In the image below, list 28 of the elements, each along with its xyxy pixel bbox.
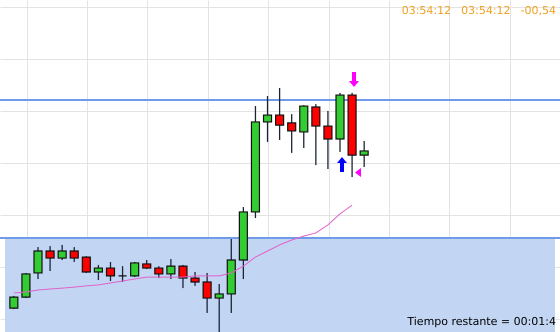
text: -00,54 bbox=[520, 4, 556, 17]
candlestick bbox=[9, 295, 18, 310]
candlestick bbox=[142, 259, 152, 270]
candlestick bbox=[21, 272, 31, 299]
candlestick bbox=[154, 265, 164, 279]
candlestick bbox=[106, 261, 116, 282]
candlestick bbox=[262, 95, 272, 143]
candlestick bbox=[166, 258, 176, 280]
candlestick bbox=[275, 87, 284, 141]
candlestick bbox=[178, 264, 188, 289]
candlestick bbox=[190, 271, 200, 287]
candlestick bbox=[311, 103, 320, 166]
candlestick bbox=[130, 261, 140, 278]
text: 03:54:12 bbox=[402, 4, 452, 17]
candlestick bbox=[45, 245, 55, 272]
candlestick bbox=[202, 272, 212, 314]
candlestick bbox=[58, 244, 67, 261]
candlestick bbox=[118, 265, 128, 283]
text: Tiempo restante = 00:01:4 bbox=[407, 315, 556, 328]
text: 03:54:12 bbox=[461, 4, 511, 17]
candlestick bbox=[323, 110, 333, 170]
candlestick bbox=[94, 264, 103, 281]
candlestick bbox=[287, 113, 296, 154]
candlestick bbox=[70, 246, 79, 263]
candlestick bbox=[214, 283, 224, 332]
candlestick bbox=[33, 246, 43, 280]
candlestick bbox=[82, 255, 91, 274]
candlestick bbox=[360, 140, 369, 168]
